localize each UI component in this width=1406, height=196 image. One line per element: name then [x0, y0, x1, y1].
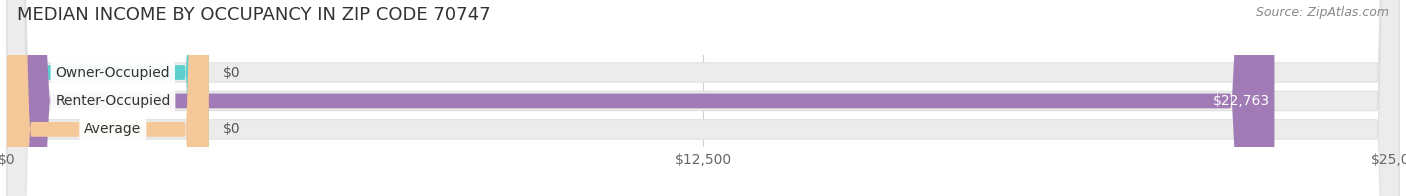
- Text: Source: ZipAtlas.com: Source: ZipAtlas.com: [1256, 6, 1389, 19]
- Text: MEDIAN INCOME BY OCCUPANCY IN ZIP CODE 70747: MEDIAN INCOME BY OCCUPANCY IN ZIP CODE 7…: [17, 6, 491, 24]
- FancyBboxPatch shape: [7, 0, 1274, 196]
- FancyBboxPatch shape: [7, 0, 209, 196]
- FancyBboxPatch shape: [7, 0, 1399, 196]
- Text: Renter-Occupied: Renter-Occupied: [55, 94, 170, 108]
- FancyBboxPatch shape: [7, 0, 1399, 196]
- Text: $22,763: $22,763: [1213, 94, 1270, 108]
- Text: $0: $0: [222, 122, 240, 136]
- Text: Average: Average: [84, 122, 142, 136]
- FancyBboxPatch shape: [7, 0, 1399, 196]
- Text: Owner-Occupied: Owner-Occupied: [55, 65, 170, 80]
- Text: $0: $0: [222, 65, 240, 80]
- FancyBboxPatch shape: [7, 0, 209, 196]
